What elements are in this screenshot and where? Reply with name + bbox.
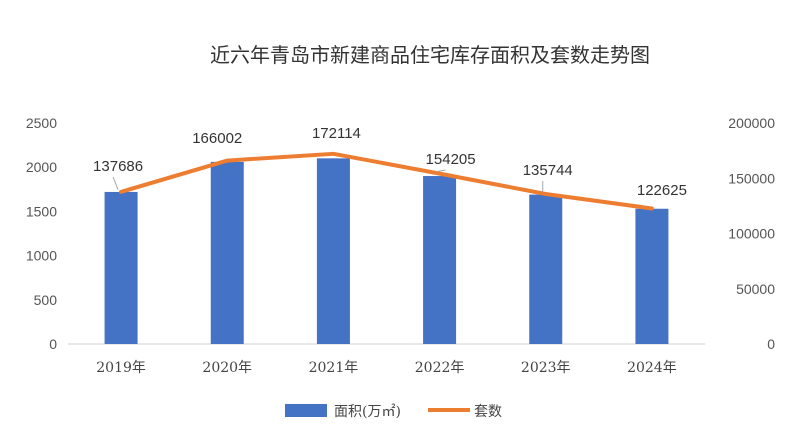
- watermark: 青岛新闻网房产 青城山说: [487, 374, 748, 428]
- watermark-site: 青岛新闻网房产: [525, 379, 679, 404]
- chart-title: 近六年青岛市新建商品住宅库存面积及套数走势图: [210, 43, 650, 67]
- y-right-tick-label: 100000: [728, 226, 775, 242]
- y-right-tick-label: 0: [767, 336, 775, 352]
- line-data-label: 122625: [637, 182, 687, 199]
- y-left-tick-label: 500: [34, 292, 58, 308]
- data-label-leader: [112, 176, 119, 191]
- line-data-label: 172114: [312, 125, 361, 142]
- bar: [316, 158, 350, 344]
- bar: [529, 194, 563, 344]
- x-tick-label: 2023年: [521, 360, 571, 376]
- y-right-tick-label: 200000: [728, 115, 775, 131]
- y-left-tick-label: 1500: [26, 203, 57, 219]
- x-tick-label: 2020年: [202, 360, 252, 376]
- watermark-logo: [487, 374, 519, 406]
- bar: [635, 208, 669, 344]
- y-right-tick-label: 50000: [736, 281, 775, 297]
- line-data-label: 135744: [523, 162, 573, 179]
- line-data-label: 137686: [93, 158, 143, 175]
- x-tick-label: 2024年: [627, 360, 677, 376]
- y-left-tick-label: 2500: [26, 115, 57, 131]
- line-data-label: 166002: [192, 130, 242, 147]
- line-series: [119, 151, 654, 211]
- line-data-label: 154205: [426, 151, 476, 168]
- plot-area: 0 500 1000 1500 2000 2500 0 50000 100000 150000 20…: [26, 115, 775, 376]
- y-left-tick-label: 2000: [26, 159, 57, 175]
- watermark-author: 青城山说: [680, 408, 748, 428]
- y-left-tick-label: 1000: [26, 248, 57, 264]
- bar: [423, 176, 457, 344]
- legend-swatch-bar: [285, 404, 327, 417]
- legend-label-bar: 面积(万㎡): [334, 404, 401, 420]
- y-right-tick-label: 150000: [728, 170, 775, 186]
- x-tick-label: 2021年: [309, 360, 359, 376]
- x-tick-label: 2019年: [96, 360, 146, 376]
- x-tick-label: 2022年: [415, 360, 465, 376]
- bar: [104, 191, 138, 344]
- data-label-leader: [436, 169, 446, 173]
- legend-label-line: 套数: [474, 404, 502, 420]
- y-left-tick-label: 0: [49, 336, 57, 352]
- bar: [210, 161, 244, 344]
- legend: 面积(万㎡) 套数: [285, 404, 502, 420]
